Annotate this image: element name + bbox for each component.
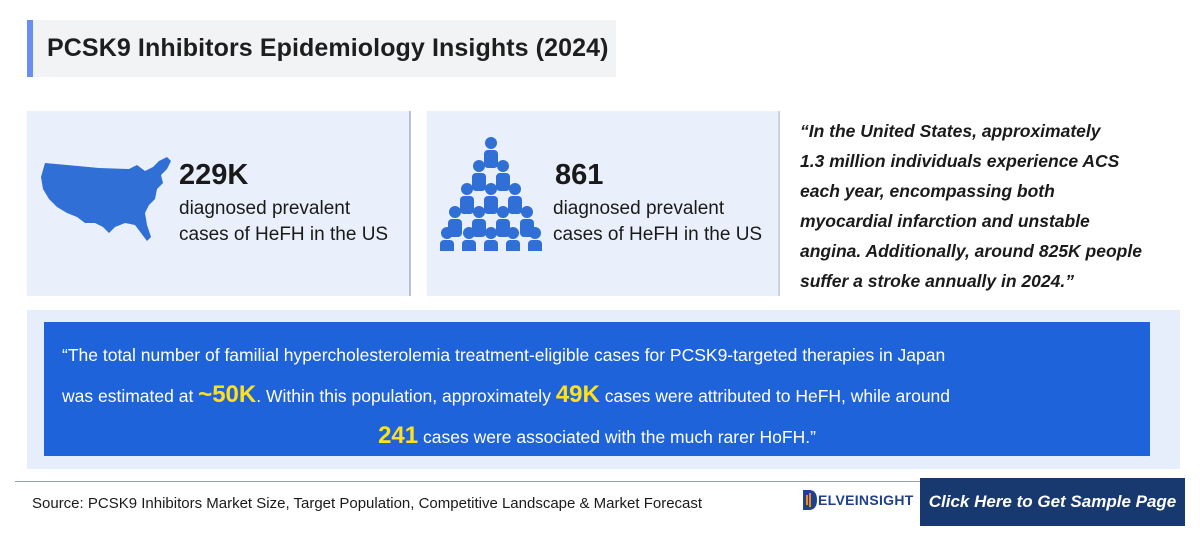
logo-text: ELVEINSIGHT [818,492,914,508]
japan-quote-text: was estimated at [62,386,199,406]
footer-divider [15,481,920,482]
japan-quote-text: cases were attributed to HeFH, while aro… [599,386,951,406]
japan-quote-line: was estimated at ~50K. Within this popul… [62,375,1132,416]
quote-line: angina. Additionally, around 825K people [800,241,1142,261]
japan-panel: “The total number of familial hyperchole… [27,310,1180,469]
stat-description-line: diagnosed prevalent [553,198,725,219]
title-bar: PCSK9 Inhibitors Epidemiology Insights (… [27,20,616,77]
quote-line: myocardial infarction and unstable [800,211,1090,231]
quote-line: suffer a stroke annually in 2024.” [800,271,1074,291]
stat-card-people: 861 diagnosed prevalent cases of HeFH in… [427,111,780,296]
quote-line: 1.3 million individuals experience ACS [800,151,1120,171]
logo-mark-icon [803,490,817,510]
highlight-number: ~50K [198,381,257,408]
stat-number: 229K [179,159,249,191]
japan-quote-text: . Within this population, approximately [256,386,556,406]
us-map-icon [41,157,171,241]
stat-description-line: cases of HeFH in the US [553,224,763,245]
stat-description-line: diagnosed prevalent [179,198,351,219]
us-acs-quote: “In the United States, approximately 1.3… [800,116,1180,296]
japan-quote-box: “The total number of familial hyperchole… [44,322,1150,456]
japan-quote-text: cases were associated with the much rare… [418,427,816,447]
japan-quote-text: “The total number of familial hyperchole… [62,345,946,365]
stat-number: 861 [555,159,604,191]
get-sample-page-button[interactable]: Click Here to Get Sample Page [920,478,1185,526]
page-title: PCSK9 Inhibitors Epidemiology Insights (… [47,34,609,62]
source-text: Source: PCSK9 Inhibitors Market Size, Ta… [32,495,703,512]
people-group-icon [440,137,542,251]
delveinsight-logo: ELVEINSIGHT [802,488,914,512]
japan-quote-line: “The total number of familial hyperchole… [62,335,1132,375]
quote-line: “In the United States, approximately [800,121,1101,141]
highlight-number: 241 [378,422,419,449]
japan-quote-line: 241 cases were associated with the much … [62,416,1132,457]
stat-card-us-map: 229K diagnosed prevalent cases of HeFH i… [27,111,411,296]
quote-line: each year, encompassing both [800,181,1055,201]
highlight-number: 49K [555,381,600,408]
stat-description-line: cases of HeFH in the US [179,224,389,245]
